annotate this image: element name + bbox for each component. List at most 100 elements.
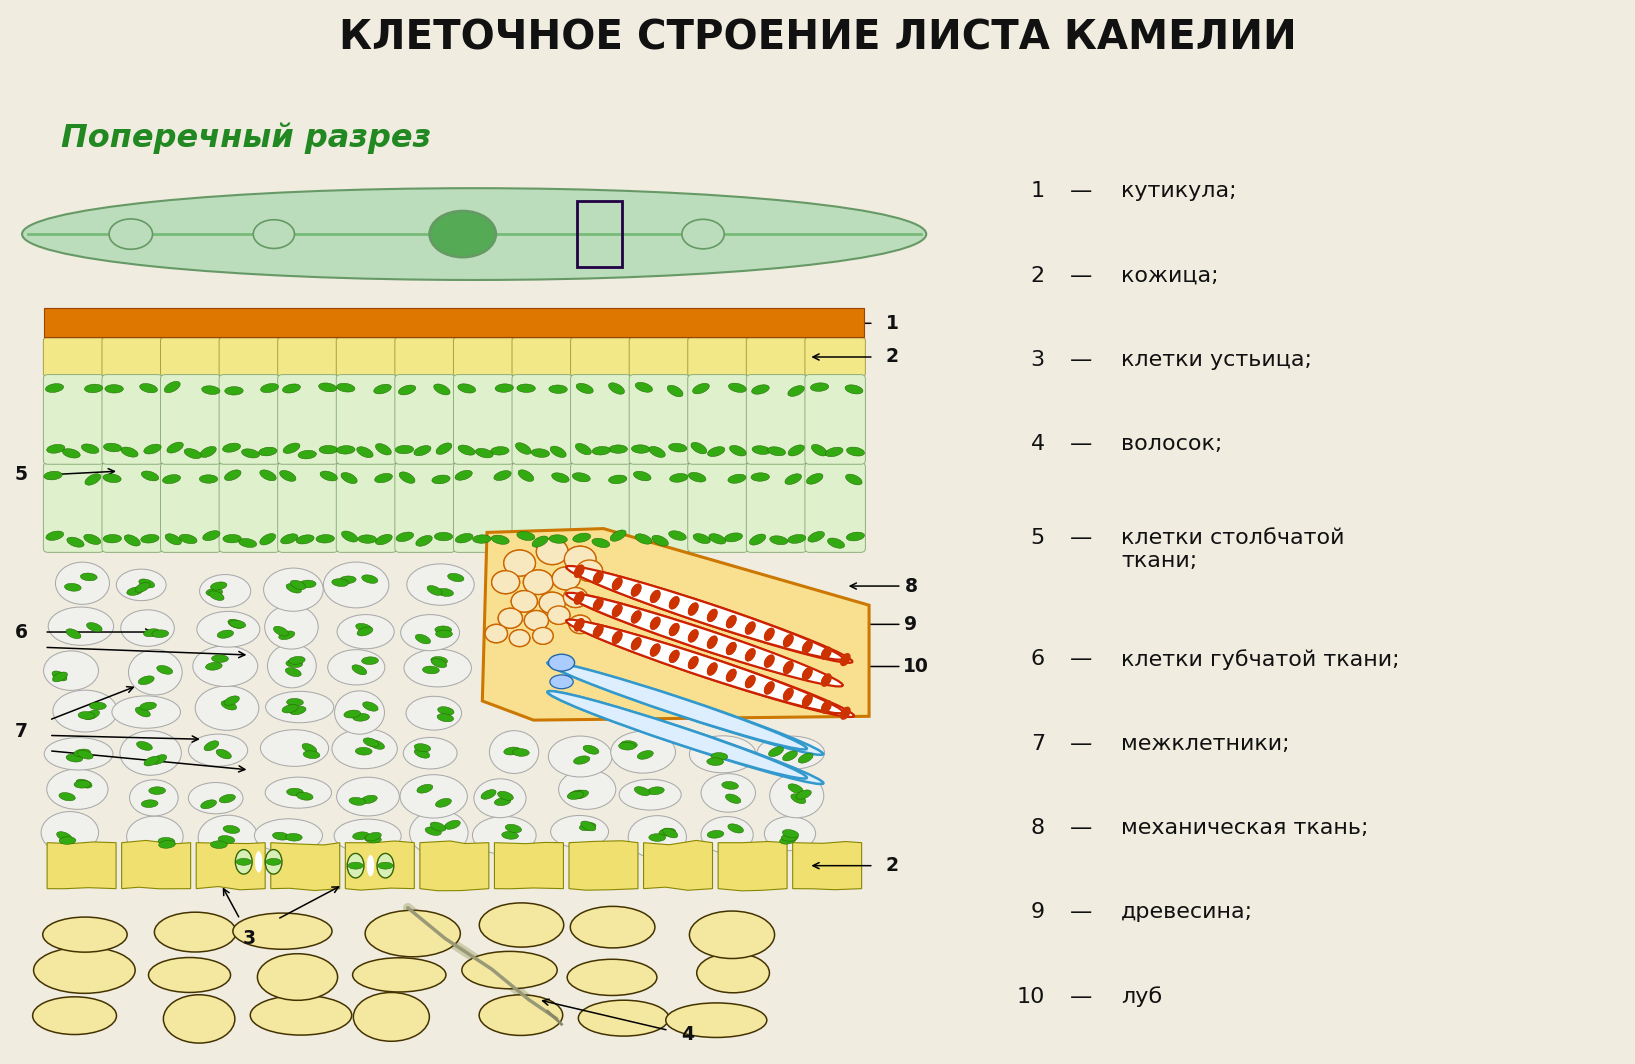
Ellipse shape — [548, 662, 824, 754]
FancyBboxPatch shape — [688, 338, 749, 377]
Ellipse shape — [611, 577, 623, 591]
Ellipse shape — [324, 562, 389, 608]
Ellipse shape — [219, 795, 235, 803]
Text: Поперечный разрез: Поперечный разрез — [62, 122, 432, 154]
Ellipse shape — [497, 792, 513, 800]
Ellipse shape — [631, 611, 641, 624]
Ellipse shape — [33, 997, 116, 1034]
Polygon shape — [420, 841, 489, 891]
Ellipse shape — [611, 631, 623, 644]
Circle shape — [486, 625, 507, 643]
Ellipse shape — [211, 841, 227, 848]
Ellipse shape — [361, 795, 378, 803]
Ellipse shape — [574, 618, 585, 631]
Ellipse shape — [437, 443, 451, 454]
Ellipse shape — [669, 531, 687, 541]
Ellipse shape — [669, 650, 680, 663]
Text: луб: луб — [1122, 986, 1162, 1008]
Text: 9: 9 — [904, 615, 917, 634]
Ellipse shape — [57, 832, 72, 842]
Text: 5: 5 — [1030, 528, 1045, 548]
Ellipse shape — [299, 580, 316, 587]
Ellipse shape — [414, 744, 430, 752]
Ellipse shape — [788, 385, 804, 397]
Ellipse shape — [217, 630, 234, 638]
Ellipse shape — [649, 589, 661, 603]
Ellipse shape — [265, 777, 332, 809]
Ellipse shape — [788, 445, 804, 456]
Ellipse shape — [85, 384, 103, 393]
Ellipse shape — [518, 470, 533, 481]
Ellipse shape — [455, 533, 473, 543]
FancyBboxPatch shape — [804, 375, 865, 464]
Ellipse shape — [517, 384, 535, 393]
Ellipse shape — [90, 702, 106, 710]
Text: 10: 10 — [903, 656, 929, 676]
Circle shape — [512, 591, 538, 612]
Ellipse shape — [549, 385, 567, 394]
Ellipse shape — [770, 536, 788, 545]
Ellipse shape — [574, 565, 585, 578]
Circle shape — [533, 628, 553, 645]
Ellipse shape — [649, 644, 661, 656]
Ellipse shape — [566, 566, 842, 660]
Text: —: — — [1071, 181, 1092, 201]
Ellipse shape — [283, 384, 301, 393]
Ellipse shape — [764, 681, 775, 695]
Ellipse shape — [647, 787, 664, 795]
Ellipse shape — [721, 781, 739, 789]
Ellipse shape — [611, 631, 623, 644]
Ellipse shape — [706, 663, 718, 676]
Ellipse shape — [791, 794, 806, 803]
Ellipse shape — [268, 644, 316, 687]
Text: 4: 4 — [1030, 434, 1045, 454]
FancyBboxPatch shape — [804, 338, 865, 377]
Ellipse shape — [139, 383, 157, 393]
Ellipse shape — [221, 701, 237, 710]
Ellipse shape — [376, 534, 392, 545]
Text: —: — — [1071, 986, 1092, 1007]
Circle shape — [533, 628, 553, 645]
Text: кутикула;: кутикула; — [1122, 181, 1238, 201]
Ellipse shape — [188, 782, 244, 814]
Ellipse shape — [410, 810, 468, 855]
Ellipse shape — [204, 741, 219, 751]
Ellipse shape — [785, 473, 801, 484]
Ellipse shape — [458, 445, 476, 455]
Ellipse shape — [435, 630, 453, 637]
Ellipse shape — [726, 794, 741, 803]
Ellipse shape — [291, 580, 306, 589]
Ellipse shape — [283, 443, 299, 453]
Ellipse shape — [801, 641, 813, 653]
Ellipse shape — [283, 704, 298, 713]
Ellipse shape — [144, 444, 162, 454]
Circle shape — [540, 593, 566, 614]
Ellipse shape — [201, 800, 216, 809]
Ellipse shape — [746, 675, 755, 688]
Ellipse shape — [515, 443, 531, 454]
Ellipse shape — [378, 862, 392, 869]
Ellipse shape — [278, 631, 294, 639]
Ellipse shape — [121, 610, 175, 646]
FancyBboxPatch shape — [453, 338, 513, 377]
Ellipse shape — [376, 444, 391, 455]
Ellipse shape — [549, 535, 567, 544]
Ellipse shape — [353, 958, 446, 992]
Ellipse shape — [783, 830, 800, 837]
FancyBboxPatch shape — [101, 463, 162, 552]
Ellipse shape — [592, 538, 610, 548]
Ellipse shape — [260, 383, 278, 393]
Ellipse shape — [235, 849, 252, 875]
Ellipse shape — [517, 531, 535, 541]
Ellipse shape — [242, 449, 260, 458]
Ellipse shape — [332, 729, 397, 768]
Ellipse shape — [232, 913, 332, 949]
Ellipse shape — [103, 534, 121, 543]
Ellipse shape — [136, 582, 150, 593]
Ellipse shape — [255, 819, 322, 852]
Ellipse shape — [594, 571, 603, 584]
Ellipse shape — [502, 831, 518, 839]
Ellipse shape — [167, 443, 183, 453]
Circle shape — [564, 587, 587, 608]
Ellipse shape — [265, 605, 319, 649]
